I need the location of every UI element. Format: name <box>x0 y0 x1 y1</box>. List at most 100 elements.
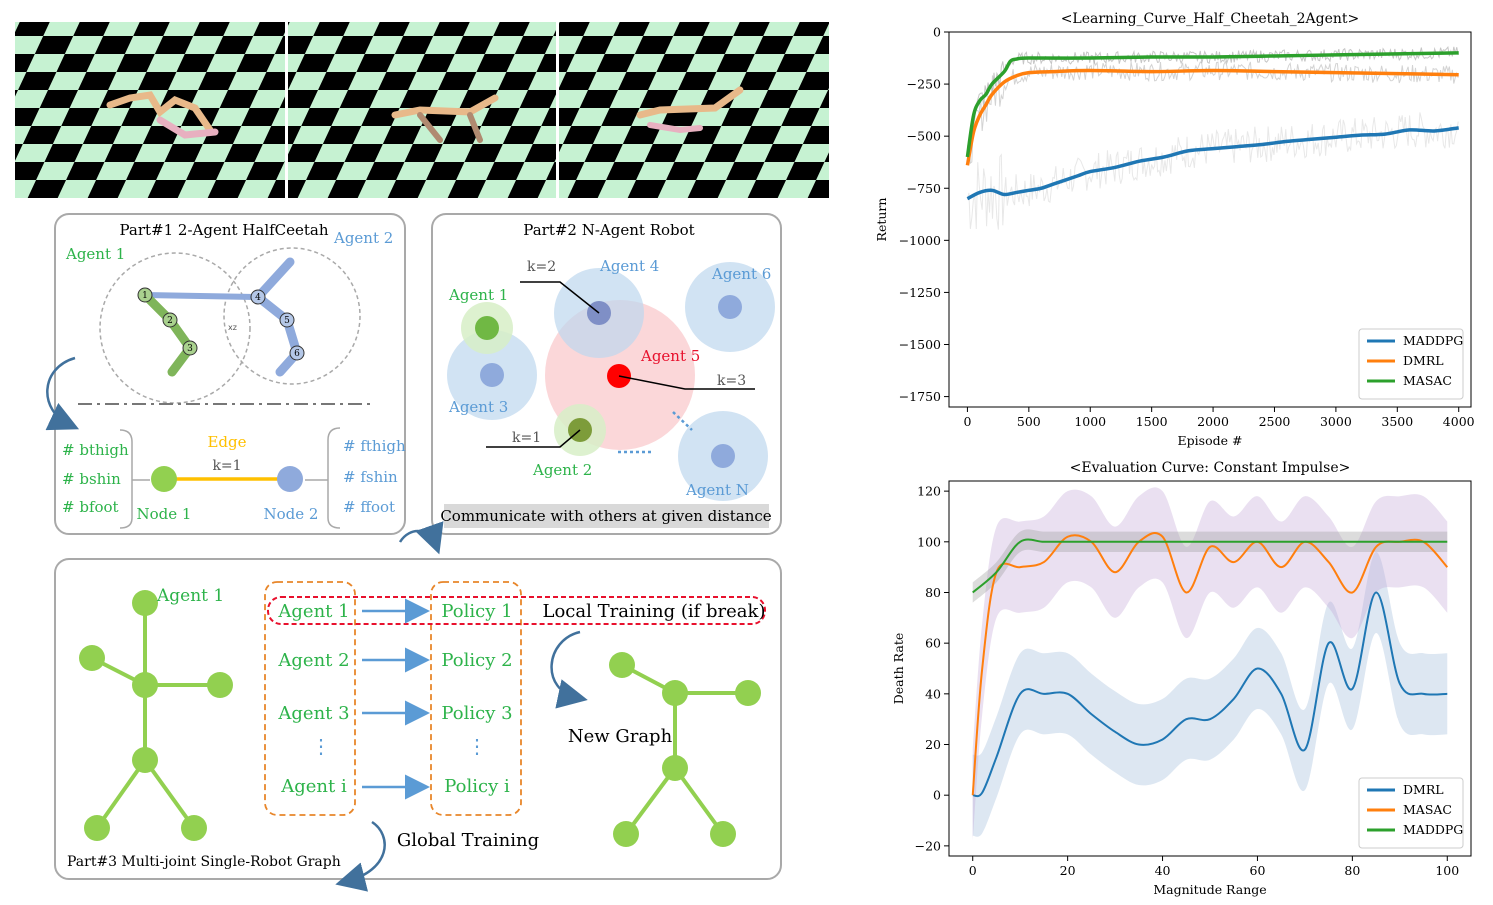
global-training-label: Global Training <box>397 830 539 851</box>
policies-box <box>430 581 522 816</box>
k2-label: k=2 <box>527 259 556 275</box>
series-line-maddpg <box>972 538 1448 594</box>
part2-caption: Communicate with others at given distanc… <box>440 507 771 525</box>
agent3-dot <box>480 363 504 387</box>
legend-label: MADDPG <box>1403 333 1463 348</box>
legend-label: DMRL <box>1403 782 1444 797</box>
x-tick-label: 3500 <box>1381 414 1413 429</box>
feature-label: # fshin <box>343 468 398 486</box>
agent-item: Agent i <box>280 776 347 797</box>
x-tick-label: 1000 <box>1074 414 1106 429</box>
legend-label: DMRL <box>1403 353 1444 368</box>
ellipsis-icon: ⋮ <box>467 734 487 758</box>
curved-arrow-icon <box>45 356 80 431</box>
x-tick-label: 20 <box>1060 863 1076 878</box>
legend-label: MASAC <box>1403 373 1452 388</box>
y-tick-label: −250 <box>907 77 941 92</box>
joint-label: 3 <box>187 344 193 354</box>
series-line-masac <box>965 51 1459 158</box>
policy-item: Policy 1 <box>441 601 512 622</box>
x-tick-label: 1500 <box>1136 414 1168 429</box>
robot-graph-left-nodes <box>79 590 233 841</box>
joint-label: 6 <box>294 349 300 359</box>
y-tick-label: 40 <box>925 686 941 701</box>
y-tick-label: 80 <box>925 585 941 600</box>
joint-label: 2 <box>167 316 173 326</box>
series-line-dmrl <box>965 68 1459 166</box>
legend-label: MADDPG <box>1403 822 1463 837</box>
learning-curve-chart: 0 500 1000 1500 2000 2500 3000 3500 4000 0 −250 −50… <box>874 11 1475 448</box>
y-axis-label: Return <box>874 198 889 242</box>
y-tick-label: −1750 <box>899 389 941 404</box>
agent1-range <box>99 252 251 404</box>
y-tick-label: 0 <box>933 25 941 40</box>
edge-label: Edge <box>207 433 246 451</box>
node1-label: Node 1 <box>137 505 192 523</box>
y-tick-label: −750 <box>907 181 941 196</box>
agents-box <box>264 581 356 816</box>
joint-label: 4 <box>255 293 261 303</box>
local-training-label: Local Training (if break) <box>543 601 766 622</box>
dotted-link <box>672 411 693 431</box>
feature-label: # fthigh <box>343 437 406 455</box>
curved-arrow-icon <box>550 630 588 709</box>
plot-frame <box>948 480 1472 857</box>
joint-label: 1 <box>142 291 148 301</box>
joint-markers: 1 2 3 4 5 6 <box>137 287 305 361</box>
k1-line <box>486 429 581 448</box>
raw-return-trace <box>966 112 1459 230</box>
curved-arrow-icon <box>335 820 386 892</box>
agent-item: Agent 2 <box>277 650 349 671</box>
x-tick-label: 2500 <box>1259 414 1291 429</box>
agent-label: Agent 1 <box>448 286 508 304</box>
feature-label: # bthigh <box>62 441 129 459</box>
confidence-band <box>972 551 1448 837</box>
x-tick-label: 60 <box>1250 863 1266 878</box>
local-training-box <box>267 596 766 625</box>
plot-frame <box>948 31 1472 408</box>
y-tick-label: −1000 <box>899 233 941 248</box>
node1 <box>151 466 177 492</box>
y-tick-label: 0 <box>933 788 941 803</box>
right-brace <box>327 427 341 529</box>
policies-list: Policy 1 Policy 2 Policy 3 Policy i ⋮ <box>441 601 512 797</box>
x-tick-label: 4000 <box>1443 414 1475 429</box>
caption-bar <box>444 504 769 528</box>
k1-label: k=1 <box>512 430 541 446</box>
robot-graph-new-nodes <box>609 652 761 847</box>
agents-list: Agent 1 Agent 2 Agent 3 Agent i ⋮ <box>277 601 349 797</box>
y-tick-label: −1500 <box>899 337 941 352</box>
new-graph-label: New Graph <box>568 726 673 747</box>
ellipsis-icon: ⋮ <box>311 734 331 758</box>
xz-axis-label: xz <box>228 323 237 332</box>
k2-line <box>520 281 600 314</box>
part1-panel: Part#1 2-Agent HalfCeetah Agent 1 Agent … <box>45 213 406 535</box>
left-features: # bthigh # bshin # bfoot <box>62 441 129 516</box>
policy-item: Policy i <box>444 776 510 797</box>
agent-label: Agent N <box>685 481 749 499</box>
x-tick-label: 100 <box>1435 863 1459 878</box>
x-tick-label: 0 <box>963 414 971 429</box>
y-tick-label: −20 <box>915 838 941 853</box>
x-tick-label: 80 <box>1344 863 1360 878</box>
feature-label: # bshin <box>62 470 121 488</box>
y-tick-label: 100 <box>917 534 941 549</box>
node2 <box>277 466 303 492</box>
part2-panel: Part#2 N-Agent Robot k=2 k=3 k=1 Agent 1… <box>398 213 782 555</box>
part1-title: Part#1 2-Agent HalfCeetah <box>119 221 328 239</box>
agent-label: Agent 4 <box>599 257 659 275</box>
series-line-masac <box>971 532 1449 796</box>
part3-title: Part#3 Multi-joint Single-Robot Graph <box>67 854 341 870</box>
series-line-dmrl <box>972 591 1448 798</box>
back-leg <box>140 290 196 377</box>
confidence-band <box>972 529 1448 603</box>
agentn-dot <box>711 444 735 468</box>
feature-label: # ffoot <box>343 498 395 516</box>
torso <box>144 292 259 300</box>
part3-panel: Agent 1 Part#3 Multi-joint Single-Robot … <box>54 558 782 892</box>
chart-title: <Learning_Curve_Half_Cheetah_2Agent> <box>1061 11 1360 27</box>
y-tick-label: 120 <box>917 484 941 499</box>
part1-agent1-label: Agent 1 <box>65 245 125 263</box>
front-leg <box>253 257 303 377</box>
